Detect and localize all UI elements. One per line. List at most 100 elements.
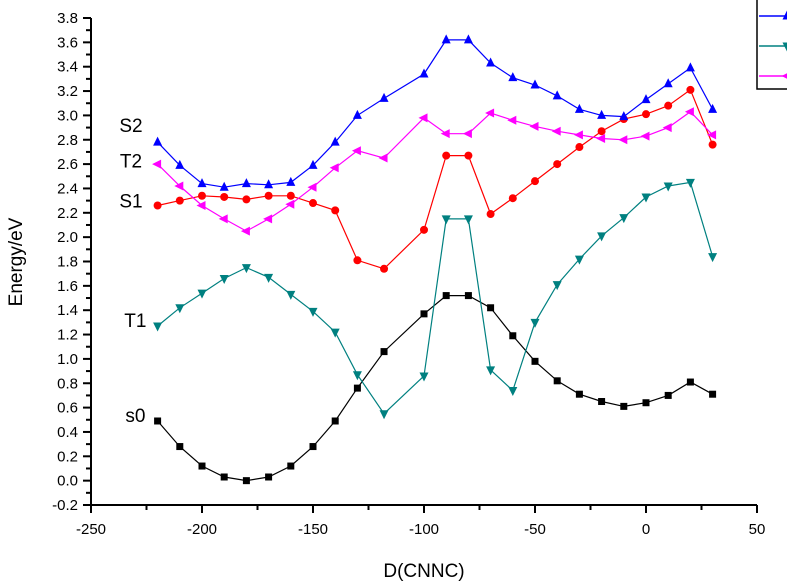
- data-point-s0: [664, 391, 672, 399]
- y-axis-title: Energy/eV: [6, 217, 27, 306]
- data-point-s0: [198, 462, 206, 470]
- data-point-s0: [154, 417, 162, 425]
- data-point-s0: [287, 462, 295, 470]
- data-point-s1: [353, 256, 362, 265]
- x-tick-label: -250: [76, 521, 106, 538]
- x-tick-label: -100: [409, 521, 439, 538]
- data-point-t2: [351, 146, 361, 156]
- data-point-s0: [380, 348, 388, 356]
- data-point-s2: [663, 78, 673, 88]
- data-point-t1: [508, 387, 518, 397]
- y-tick-label: 0.6: [57, 400, 78, 417]
- data-point-t1: [685, 178, 695, 188]
- series-s0: [154, 292, 717, 485]
- series-layer: [152, 34, 718, 485]
- series-line-s2: [157, 39, 714, 188]
- data-point-s1: [486, 210, 495, 219]
- data-point-s1: [220, 192, 229, 201]
- data-point-s0: [353, 384, 361, 392]
- y-tick-label: 3.4: [57, 59, 78, 76]
- data-point-s0: [531, 357, 539, 365]
- data-point-t1: [153, 322, 163, 332]
- series-t2: [152, 107, 717, 236]
- data-point-t1: [441, 215, 451, 225]
- annotations: S2 T2 S1 T1 s0: [119, 116, 146, 427]
- data-point-t1: [330, 328, 340, 338]
- data-point-s0: [420, 310, 428, 318]
- data-point-s1: [198, 191, 206, 200]
- data-point-s2: [641, 94, 651, 104]
- data-point-s0: [575, 390, 583, 398]
- data-point-s1: [420, 225, 428, 234]
- data-point-s0: [620, 402, 628, 410]
- data-point-t1: [308, 307, 318, 317]
- data-point-t2: [152, 159, 162, 169]
- data-point-t2: [707, 130, 717, 140]
- data-point-t1: [552, 281, 562, 291]
- x-tick-label: 50: [749, 521, 766, 538]
- series-line-s0: [157, 295, 713, 482]
- data-point-t1: [663, 182, 673, 192]
- data-point-s2: [441, 34, 451, 44]
- y-tick-label: -0.2: [52, 497, 78, 514]
- data-point-t1: [486, 366, 496, 376]
- data-point-t2: [462, 129, 472, 139]
- annotation-s1: S1: [119, 192, 142, 213]
- data-point-s2: [379, 92, 389, 102]
- y-tick-label: 3.0: [57, 107, 78, 124]
- y-tick-label: 3.2: [57, 83, 78, 100]
- x-tick-label: -200: [187, 521, 217, 538]
- y-tick-label: 2.8: [57, 132, 78, 149]
- legend-marker-t2: [781, 73, 787, 79]
- data-point-t2: [640, 131, 650, 141]
- data-point-s2: [619, 111, 629, 121]
- data-point-s0: [487, 304, 495, 312]
- annotation-s0: s0: [125, 406, 145, 427]
- data-point-s1: [664, 101, 673, 110]
- data-point-s0: [464, 292, 472, 300]
- data-point-s2: [552, 90, 562, 100]
- data-point-s2: [530, 79, 540, 89]
- data-point-s0: [642, 399, 650, 407]
- data-point-t1: [530, 318, 540, 328]
- data-point-s2: [708, 103, 718, 113]
- data-point-s1: [597, 127, 606, 136]
- data-point-s2: [419, 68, 429, 78]
- data-point-s1: [686, 85, 695, 94]
- y-tick-label: 1.4: [57, 302, 78, 319]
- data-point-s1: [331, 206, 340, 215]
- data-point-t1: [419, 372, 429, 382]
- series-line-t1: [157, 181, 714, 415]
- y-tick-label: 2.6: [57, 156, 78, 173]
- data-point-s0: [598, 398, 606, 406]
- y-tick-label: 1.6: [57, 278, 78, 295]
- data-point-t2: [596, 134, 606, 144]
- data-point-s1: [264, 191, 273, 200]
- x-axis-title: D(CNNC): [383, 561, 464, 582]
- data-point-s1: [531, 177, 539, 186]
- data-point-s1: [309, 199, 317, 208]
- data-point-s1: [380, 264, 389, 273]
- data-point-t2: [218, 214, 228, 224]
- data-point-s2: [197, 178, 207, 188]
- data-point-s2: [508, 72, 518, 82]
- data-point-t2: [174, 181, 184, 191]
- data-point-s0: [331, 417, 339, 425]
- data-point-s0: [553, 377, 561, 385]
- data-point-s2: [685, 62, 695, 72]
- y-tick-label: 1.2: [57, 327, 78, 344]
- data-point-s0: [176, 443, 184, 451]
- data-point-t2: [307, 182, 317, 192]
- data-point-t1: [379, 410, 389, 420]
- data-point-t1: [641, 193, 651, 203]
- data-point-t1: [352, 371, 362, 381]
- series-s1: [153, 85, 717, 273]
- data-point-s1: [153, 201, 162, 210]
- data-point-s2: [153, 136, 163, 146]
- data-point-s1: [508, 194, 517, 203]
- annotation-t1: T1: [124, 311, 146, 332]
- data-point-s1: [553, 160, 562, 169]
- data-point-s2: [175, 159, 185, 169]
- data-point-t1: [286, 290, 296, 300]
